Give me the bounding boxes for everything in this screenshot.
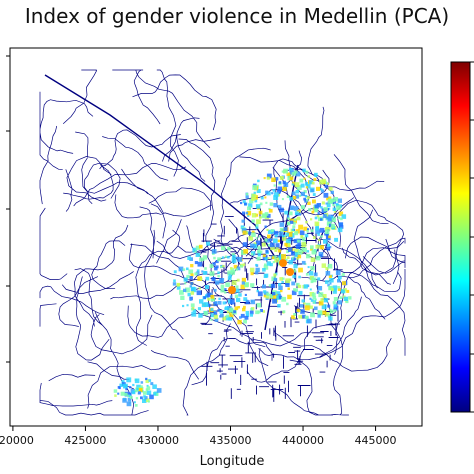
hotspot-0 [228,286,236,294]
x-tick-label: 430000 [137,434,179,447]
hotspot-1 [279,259,287,267]
colorbar [450,61,471,413]
colorbar-ticks [470,61,474,413]
x-axis-label: Longitude [200,454,265,469]
violence-index-heat [113,167,352,407]
x-axis: 420000 425000 430000 435000 440000 445000 [0,426,397,447]
chart-title: Index of gender violence in Medellin (PC… [24,4,450,28]
x-tick-label: 425000 [64,434,106,447]
main-road [44,74,279,263]
x-tick-label: 445000 [355,434,397,447]
y-axis-ticks [6,55,10,363]
x-tick-label: 435000 [210,434,252,447]
hotspot-2 [286,268,294,276]
x-tick-label: 440000 [282,434,324,447]
x-tick-label: 420000 [0,434,34,447]
